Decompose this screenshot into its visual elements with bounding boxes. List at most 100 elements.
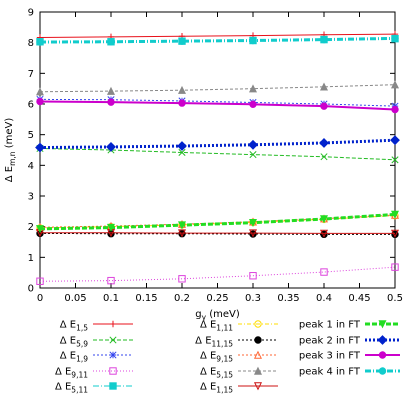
- data-point: [178, 37, 186, 45]
- data-point: [391, 156, 399, 164]
- legend-label: peak 3 in FT: [299, 351, 361, 362]
- data-point: [106, 142, 116, 152]
- data-point: [107, 276, 115, 285]
- legend-entry: peak 3 in FT: [299, 351, 400, 362]
- series-line: [39, 147, 396, 161]
- legend-marker: [254, 320, 262, 328]
- data-point: [107, 38, 115, 46]
- legend-marker: [109, 367, 117, 375]
- series-1: [36, 144, 399, 164]
- legend-entry: Δ E1,15: [200, 382, 278, 395]
- y-tick-label: 1: [28, 253, 34, 264]
- legend-marker: [378, 351, 387, 359]
- series-line: [39, 100, 396, 111]
- data-point: [249, 100, 257, 109]
- data-point: [107, 98, 115, 106]
- series-line: [39, 232, 395, 235]
- y-tick-label: 0: [28, 284, 34, 295]
- legend-marker: [109, 336, 117, 344]
- data-point: [319, 82, 329, 91]
- legend-entry: Δ E11,15: [195, 336, 278, 349]
- series-9: [35, 229, 400, 238]
- legend-entry: peak 4 in FT: [299, 367, 400, 378]
- data-point: [36, 38, 44, 46]
- data-point: [248, 139, 258, 150]
- series-3: [36, 263, 399, 285]
- data-point: [391, 263, 399, 271]
- data-point: [178, 99, 186, 107]
- data-point: [177, 221, 187, 230]
- series-12: [36, 97, 399, 114]
- data-point: [320, 268, 328, 276]
- series-line: [39, 98, 396, 107]
- data-point: [390, 229, 400, 238]
- legend-label: Δ E5,11: [55, 382, 88, 395]
- data-point: [248, 218, 258, 227]
- data-point: [249, 151, 257, 159]
- legend-marker: [253, 350, 263, 359]
- x-axis-label: gγ (meV): [195, 309, 240, 322]
- legend-label: Δ E11,15: [195, 336, 233, 349]
- data-point: [391, 34, 399, 43]
- y-tick-label: 7: [28, 69, 34, 80]
- legend-label: Δ E1,11: [200, 320, 233, 333]
- x-tick-label: 0.1: [103, 293, 119, 304]
- series-line: [39, 138, 396, 150]
- series-13: [36, 34, 399, 46]
- x-tick-label: 0.5: [387, 293, 403, 304]
- x-tick-label: 0: [37, 293, 43, 304]
- y-axis-label: Δ Em,n (meV): [4, 118, 17, 183]
- series-11: [35, 135, 400, 153]
- series-0: [36, 30, 399, 41]
- series-line: [40, 232, 395, 234]
- x-tick-label: 0.35: [277, 293, 299, 304]
- legend-label: peak 4 in FT: [299, 367, 361, 378]
- legend-marker: [254, 336, 262, 344]
- legend-marker: [253, 366, 263, 375]
- x-tick-label: 0.2: [174, 293, 190, 304]
- data-point: [177, 85, 187, 94]
- data-point: [319, 215, 329, 224]
- legend-label: Δ E1,9: [60, 351, 88, 364]
- y-tick-label: 8: [28, 38, 34, 49]
- legend-entry: Δ E5,15: [200, 367, 278, 380]
- y-tick-label: 5: [28, 130, 34, 141]
- legend-entry: peak 2 in FT: [299, 335, 400, 347]
- legend-marker: [109, 382, 117, 390]
- x-tick-label: 0.25: [206, 293, 228, 304]
- data-point: [391, 105, 399, 114]
- data-point: [320, 153, 328, 161]
- x-tick-label: 0.05: [64, 293, 86, 304]
- data-point: [177, 141, 187, 151]
- legend: Δ E1,5 Δ E5,9 Δ E1,9 Δ E9,11 Δ E5,11 Δ E1,11 Δ…: [55, 320, 400, 395]
- x-tick-label: 0.45: [348, 293, 370, 304]
- x-tick-label: 0.4: [316, 293, 332, 304]
- legend-label: Δ E1,15: [200, 382, 233, 395]
- legend-entry: Δ E5,11: [55, 382, 133, 395]
- y-tick-label: 9: [28, 8, 34, 19]
- plot-series: [35, 30, 400, 285]
- data-point: [35, 87, 45, 96]
- data-point: [178, 275, 186, 283]
- y-tick-label: 6: [28, 100, 34, 111]
- y-tick-label: 2: [28, 222, 34, 233]
- series-line: [39, 212, 396, 231]
- legend-entry: Δ E1,11: [200, 320, 278, 333]
- data-point: [36, 277, 44, 285]
- data-point: [248, 229, 258, 238]
- data-point: [36, 97, 44, 106]
- data-point: [249, 36, 257, 45]
- data-point: [248, 84, 258, 93]
- legend-label: Δ E9,15: [200, 351, 233, 364]
- legend-marker: [109, 351, 117, 359]
- series-10: [35, 210, 400, 234]
- legend-label: Δ E5,9: [60, 336, 88, 349]
- legend-entry: Δ E1,9: [60, 351, 133, 364]
- data-point: [35, 225, 45, 234]
- y-tick-label: 4: [28, 161, 34, 172]
- series-line: [39, 36, 396, 44]
- data-point: [106, 223, 116, 232]
- legend-label: peak 2 in FT: [299, 336, 361, 347]
- x-tick-label: 0.15: [135, 293, 157, 304]
